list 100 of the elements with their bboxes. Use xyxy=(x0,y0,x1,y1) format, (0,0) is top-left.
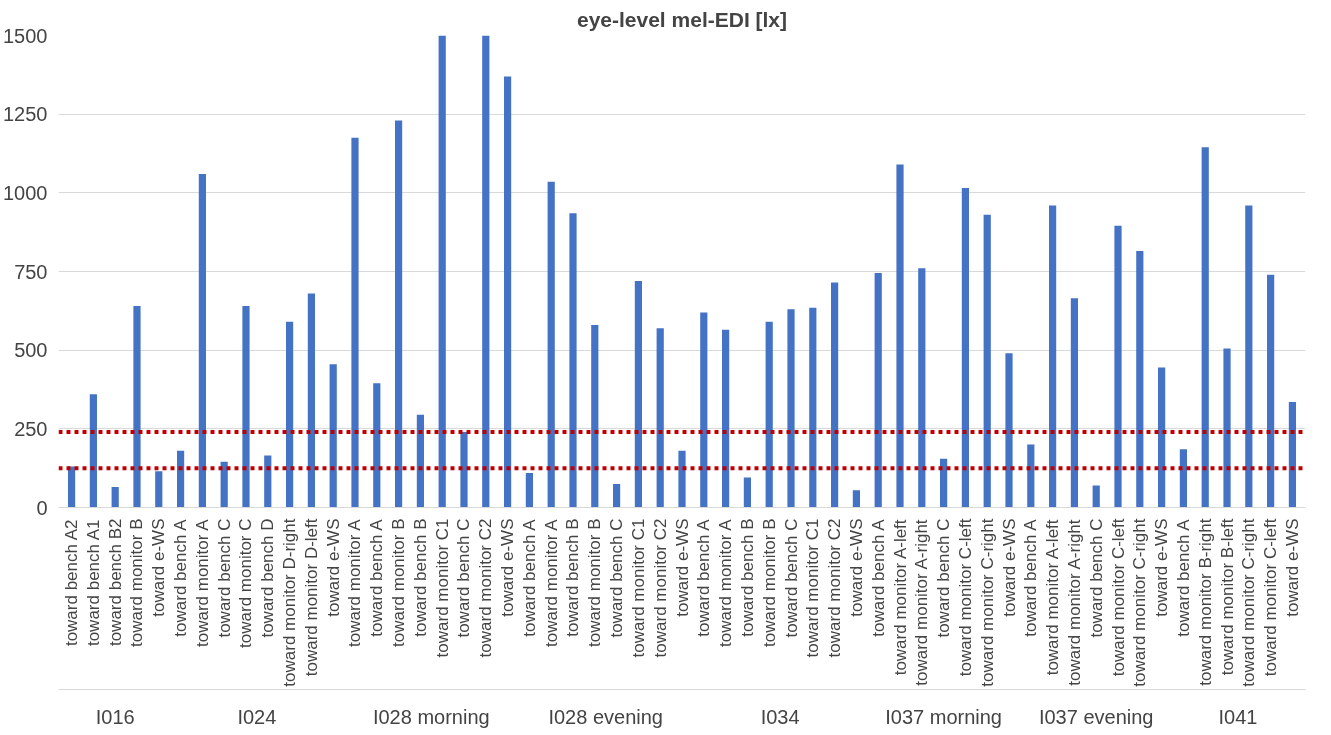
bar xyxy=(198,173,206,508)
y-tick-label: 1250 xyxy=(3,103,48,126)
category-label: I028 evening xyxy=(548,705,663,728)
category-label: toward monitor B xyxy=(389,518,409,647)
bar xyxy=(220,461,228,508)
bar xyxy=(1092,485,1100,508)
category-label: toward bench A xyxy=(519,519,539,637)
bar xyxy=(264,455,272,508)
bar xyxy=(394,120,403,508)
bar xyxy=(1158,367,1166,508)
bar xyxy=(460,431,468,508)
category-label: toward bench A2 xyxy=(62,519,82,647)
category-label: toward bench A xyxy=(694,519,714,637)
category-label: toward monitor B-left xyxy=(1217,518,1237,676)
bar xyxy=(700,312,708,508)
category-label: toward bench C xyxy=(607,518,627,638)
bar xyxy=(809,307,817,508)
bar xyxy=(504,76,512,508)
category-label: I024 xyxy=(237,705,277,728)
bar xyxy=(874,273,882,508)
category-label: toward e-WS xyxy=(149,518,169,617)
category-label: toward e-WS xyxy=(1282,518,1302,617)
category-label: toward bench C xyxy=(454,518,474,638)
category-label: toward monitor A-right xyxy=(1064,519,1084,686)
category-label: toward monitor A xyxy=(716,519,736,647)
category-label: toward bench C xyxy=(1086,518,1106,638)
category-label: toward bench C xyxy=(214,518,234,638)
bar xyxy=(569,213,577,508)
bar xyxy=(918,268,926,508)
category-label: I037 morning xyxy=(885,705,1002,728)
bar xyxy=(591,324,599,508)
bar xyxy=(1201,147,1209,508)
category-label: toward monitor A xyxy=(345,519,365,647)
bar xyxy=(525,472,533,508)
category-label: toward monitor C-right xyxy=(1239,518,1259,687)
category-label: toward e-WS xyxy=(1152,518,1172,617)
bar xyxy=(67,466,76,508)
category-label: toward e-WS xyxy=(846,518,866,617)
bar xyxy=(547,181,555,508)
category-label: toward monitor C2 xyxy=(476,518,496,658)
bar xyxy=(1245,205,1253,508)
bar xyxy=(852,490,860,508)
category-label: toward monitor B xyxy=(127,518,147,647)
bar xyxy=(896,164,904,508)
category-label: toward monitor C-right xyxy=(977,518,997,687)
bar xyxy=(678,450,686,508)
category-label: toward monitor D-left xyxy=(301,518,321,677)
category-label: toward monitor B-right xyxy=(1195,518,1215,686)
category-label: toward e-WS xyxy=(999,518,1019,617)
bar xyxy=(242,306,250,508)
category-label: toward monitor C xyxy=(236,518,256,648)
category-label: toward monitor C-left xyxy=(955,518,975,677)
category-label: toward monitor A-left xyxy=(890,519,910,676)
y-tick-label: 500 xyxy=(14,339,48,362)
category-label: toward monitor A xyxy=(541,519,561,647)
bar xyxy=(155,471,163,508)
bar xyxy=(831,282,839,508)
category-label: toward bench A xyxy=(868,519,888,637)
category-label: toward monitor C-left xyxy=(1108,518,1128,677)
category-label: toward bench A1 xyxy=(83,519,103,647)
category-label: toward bench A xyxy=(367,519,387,637)
category-label: toward e-WS xyxy=(323,518,343,617)
bar xyxy=(482,35,490,508)
bar xyxy=(940,458,948,508)
bar xyxy=(1070,298,1079,508)
category-label: toward monitor C1 xyxy=(432,518,452,658)
category-label: toward e-WS xyxy=(498,518,518,617)
category-label: I041 xyxy=(1218,705,1258,728)
category-label: toward monitor D-right xyxy=(280,518,300,687)
bar xyxy=(1136,251,1144,508)
bar xyxy=(1223,348,1231,508)
bar xyxy=(1288,402,1297,508)
category-label: toward bench A xyxy=(1173,519,1193,637)
bar xyxy=(1267,274,1275,508)
bar xyxy=(351,137,359,508)
bar xyxy=(787,309,795,508)
category-label: I037 evening xyxy=(1038,705,1154,728)
category-label: toward bench A xyxy=(171,519,191,637)
category-label: toward monitor B xyxy=(585,518,605,647)
category-label: toward monitor A xyxy=(192,519,212,647)
category-label: toward monitor C2 xyxy=(650,518,670,658)
category-label: toward bench C xyxy=(934,518,954,638)
bar xyxy=(634,280,642,508)
category-label: toward monitor B xyxy=(759,518,779,647)
category-label: toward bench A xyxy=(1021,519,1041,637)
y-tick-label: 250 xyxy=(14,417,48,440)
bar xyxy=(1114,225,1122,508)
bar xyxy=(983,214,991,508)
category-label: toward bench D xyxy=(258,518,278,638)
bar xyxy=(722,329,730,508)
bar xyxy=(307,293,315,508)
category-label: toward monitor A-right xyxy=(912,519,932,686)
bar xyxy=(285,321,294,508)
bar xyxy=(656,328,664,508)
y-tick-label: 750 xyxy=(14,260,48,283)
bar xyxy=(373,383,381,508)
category-label: I016 xyxy=(95,705,135,728)
bar xyxy=(765,321,773,508)
bar xyxy=(961,188,970,508)
bar xyxy=(743,477,751,508)
